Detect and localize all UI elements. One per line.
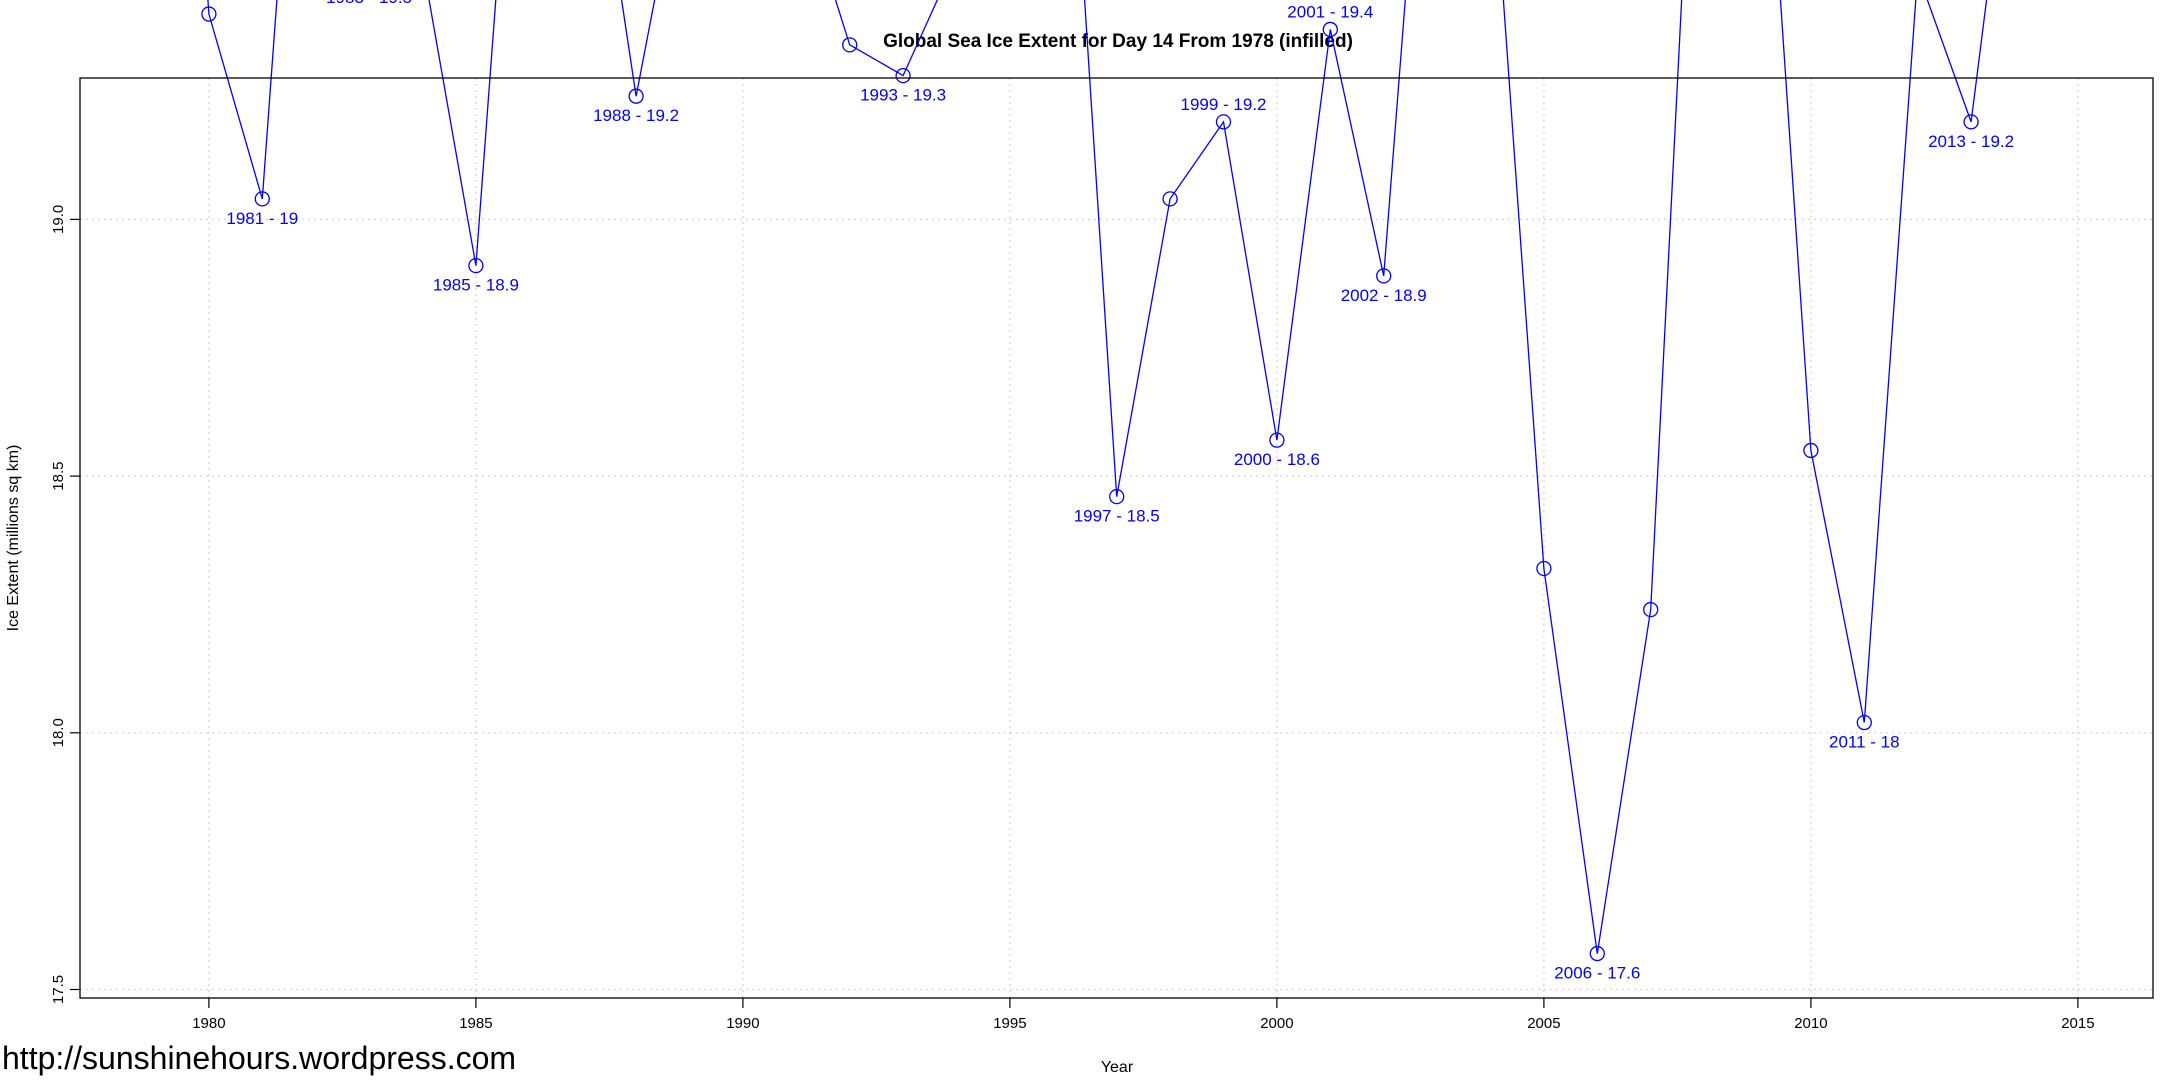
data-label: 1983 - 19.5: [326, 0, 412, 7]
x-tick-label: 1990: [726, 1015, 759, 1032]
y-tick-label: 19.0: [50, 205, 67, 234]
data-label: 1985 - 18.9: [433, 276, 519, 295]
data-point: [1589, 945, 1605, 962]
data-points: [201, 6, 1979, 962]
data-label: 2000 - 18.6: [1234, 450, 1320, 469]
data-point: [842, 37, 858, 53]
data-label: 1999 - 19.2: [1180, 95, 1266, 114]
chart-title: Global Sea Ice Extent for Day 14 From 19…: [883, 31, 1353, 52]
data-point: [628, 88, 644, 104]
data-labels: 1979 - 20.91981 - 191982 - 20.51983 - 19…: [226, 0, 2014, 983]
data-label: 2002 - 18.9: [1341, 286, 1427, 305]
y-axis-label: Ice Extent (millions sq km): [5, 445, 22, 632]
plot-frame: [79, 77, 2154, 999]
x-tick-label: 1985: [459, 1015, 492, 1032]
data-label: 2001 - 19.4: [1287, 2, 1373, 21]
x-axis-label: Year: [1101, 1059, 1134, 1076]
data-point: [468, 257, 484, 274]
series: [207, 0, 1988, 954]
y-tick-label: 17.5: [50, 975, 67, 1004]
data-point: [1376, 268, 1392, 284]
data-point: [895, 67, 911, 84]
data-point: [1803, 442, 1819, 459]
x-tick-label: 1995: [993, 1015, 1026, 1032]
data-point: [1963, 114, 1979, 130]
data-label: 1993 - 19.3: [860, 86, 946, 105]
data-point: [1162, 191, 1178, 207]
data-point: [1109, 488, 1125, 505]
data-point: [1856, 714, 1872, 731]
data-label: 2006 - 17.6: [1554, 964, 1640, 983]
data-point: [1536, 560, 1552, 577]
x-tick-label: 2000: [1260, 1015, 1293, 1032]
y-tick-label: 18.0: [50, 718, 67, 747]
data-label: 2011 - 18: [1829, 733, 1900, 752]
x-tick-label: 2010: [1794, 1015, 1827, 1032]
grid: [80, 78, 2153, 998]
data-point: [1322, 21, 1338, 38]
data-label: 1981 - 19: [226, 209, 298, 228]
y-tick-label: 18.5: [50, 461, 67, 490]
data-point: [1643, 601, 1659, 618]
website-watermark: http://sunshinehours.wordpress.com: [2, 1040, 517, 1076]
data-point: [1269, 432, 1285, 448]
x-tick-label: 2005: [1527, 1015, 1560, 1032]
x-tick-label: 1980: [192, 1015, 225, 1032]
data-point: [254, 191, 270, 207]
data-label: 1997 - 18.5: [1074, 507, 1160, 526]
data-point: [201, 6, 217, 22]
data-label: 1988 - 19.2: [593, 106, 679, 125]
series-line: [207, 0, 1988, 954]
data-label: 2013 - 19.2: [1928, 132, 2014, 151]
x-tick-label: 2015: [2061, 1015, 2094, 1032]
data-point: [1215, 114, 1232, 130]
axes: 1980 1985 1990 1995 2000 2005 2010 2015 17.5 18.0…: [50, 205, 2095, 1032]
